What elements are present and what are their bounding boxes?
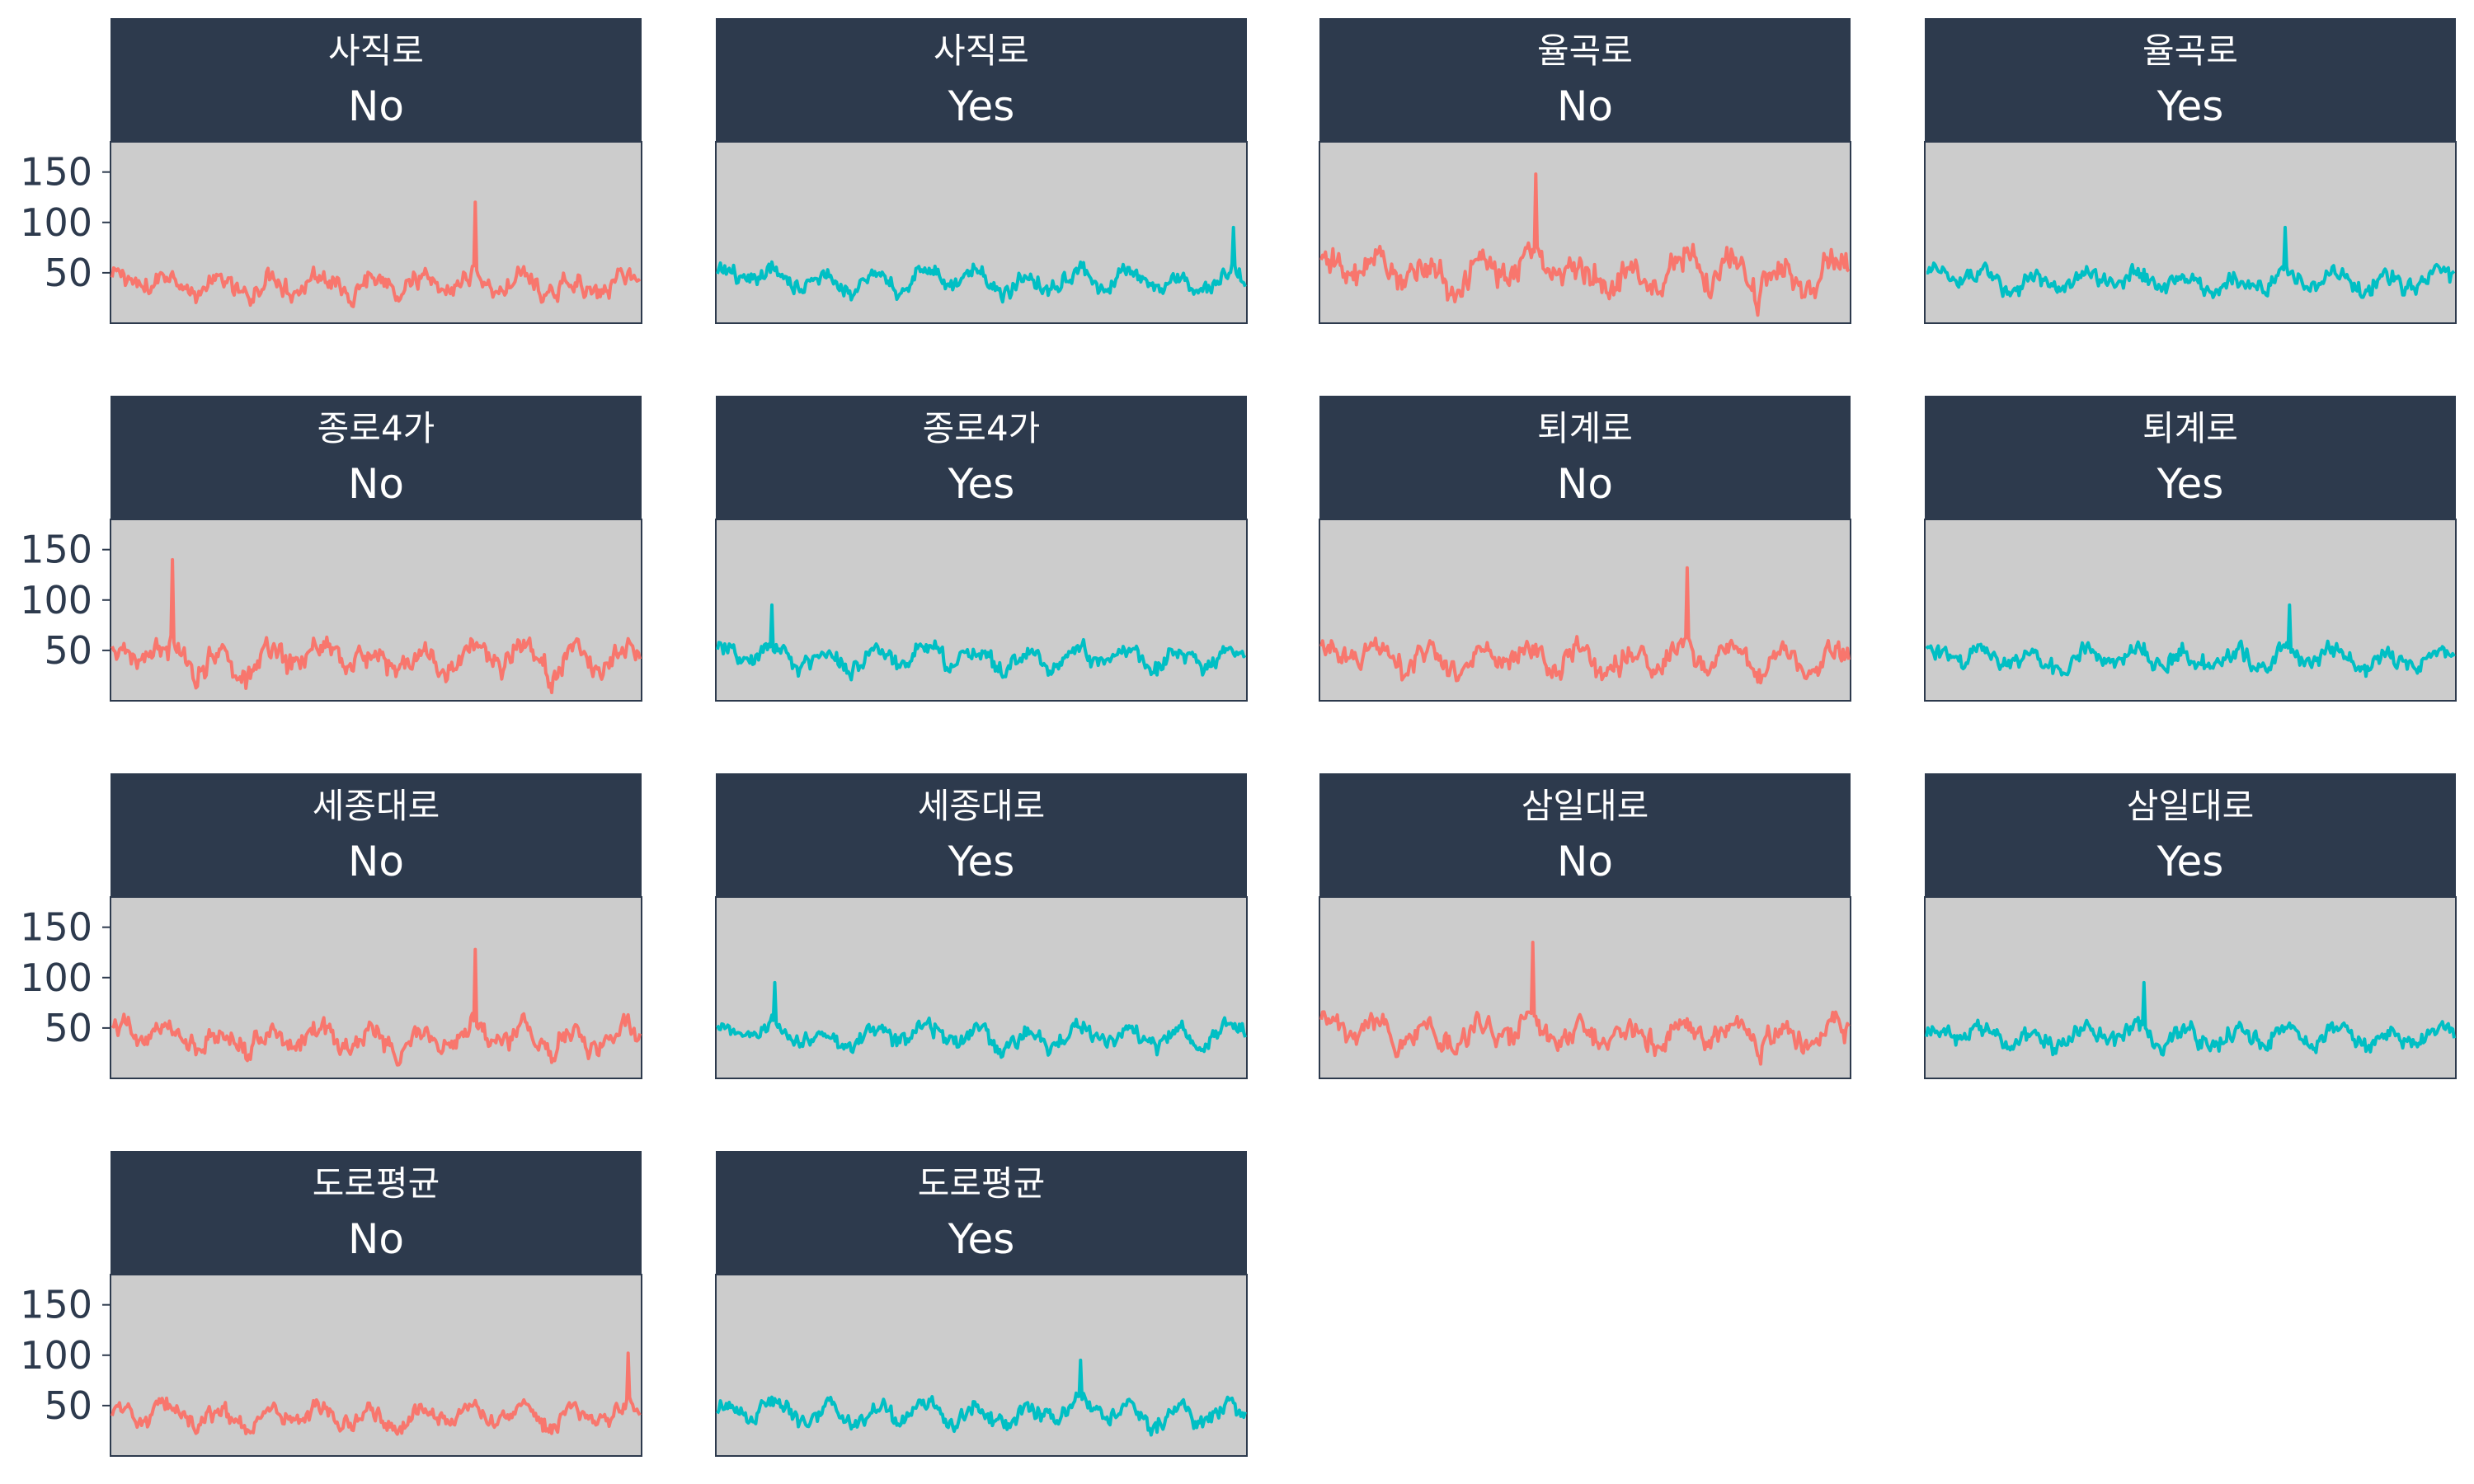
series-line-yes <box>1926 225 2456 299</box>
panel-background <box>1319 141 1851 324</box>
y-tick-label: 100 <box>20 200 92 245</box>
facet-road-label: 도로평균 <box>917 1163 1046 1204</box>
facet-strip: 삼일대로 Yes <box>1925 773 2456 897</box>
y-tick-label: 50 <box>44 1383 92 1428</box>
series-line-yes <box>1925 980 2456 1057</box>
series-line-no <box>111 1351 642 1436</box>
facet-status-label: Yes <box>948 838 1015 885</box>
facet-road-label: 삼일대로 <box>2126 786 2255 826</box>
facet-status-label: No <box>348 838 404 885</box>
series-line-no <box>1319 566 1851 685</box>
y-tick-label: 50 <box>44 628 92 673</box>
facet-road-label: 율곡로 <box>1537 31 1633 71</box>
series-line-no <box>111 200 642 308</box>
panel-background <box>715 1274 1248 1457</box>
panel-background <box>110 1274 642 1457</box>
facet-road-label: 퇴계로 <box>1537 408 1633 448</box>
facet-strip: 종로4가 No <box>111 396 642 519</box>
series-line-no <box>111 557 642 694</box>
facet-status-label: No <box>1557 82 1613 130</box>
facet-status-label: Yes <box>948 82 1015 130</box>
facet-strip: 율곡로 Yes <box>1925 18 2456 142</box>
panel-background <box>715 896 1248 1079</box>
facet-road-label: 세종대로 <box>917 786 1046 826</box>
panel-background <box>1924 896 2457 1079</box>
panel-background <box>1924 519 2457 702</box>
facet-strip: 퇴계로 Yes <box>1925 396 2456 519</box>
facet-road-label: 세종대로 <box>312 786 440 826</box>
facet-road-label: 율곡로 <box>2142 31 2238 71</box>
series-line-no <box>111 947 642 1067</box>
y-tick-label: 150 <box>20 905 92 950</box>
facet-status-label: No <box>1557 460 1613 508</box>
series-line-yes <box>716 980 1247 1059</box>
y-tick-label: 150 <box>20 150 92 195</box>
series-line-no <box>1319 941 1851 1066</box>
facet-strip: 사직로 Yes <box>716 18 1247 142</box>
facet-road-label: 종로4가 <box>317 408 435 448</box>
facet-road-label: 퇴계로 <box>2142 408 2238 448</box>
facet-strip: 사직로 No <box>111 18 642 142</box>
facet-road-label: 사직로 <box>934 31 1029 71</box>
series-line-yes <box>716 603 1247 682</box>
facet-status-label: No <box>348 82 404 130</box>
y-tick-label: 50 <box>44 251 92 295</box>
facet-strip: 도로평균 Yes <box>716 1151 1247 1275</box>
facet-road-label: 도로평균 <box>312 1163 440 1204</box>
facet-status-label: No <box>348 460 404 508</box>
facet-strip: 삼일대로 No <box>1319 773 1851 897</box>
facet-strip: 세종대로 Yes <box>716 773 1247 897</box>
y-tick-label: 100 <box>20 956 92 1000</box>
facet-status-label: Yes <box>2157 460 2224 508</box>
series-line-no <box>1319 172 1851 317</box>
facet-status-label: Yes <box>2157 838 2224 885</box>
panel-background <box>110 896 642 1079</box>
facet-status-label: No <box>348 1215 404 1263</box>
facet-road-label: 삼일대로 <box>1521 786 1649 826</box>
facet-road-label: 사직로 <box>328 31 424 71</box>
facet-status-label: No <box>1557 838 1613 885</box>
series-line-yes <box>716 1358 1247 1437</box>
y-tick-label: 150 <box>20 1283 92 1327</box>
facet-strip: 종로4가 Yes <box>716 396 1247 519</box>
facet-strip: 도로평균 No <box>111 1151 642 1275</box>
facet-status-label: Yes <box>948 460 1015 508</box>
facet-road-label: 종로4가 <box>922 408 1041 448</box>
y-tick-label: 50 <box>44 1006 92 1050</box>
panel-background <box>715 141 1248 324</box>
facet-strip: 퇴계로 No <box>1319 396 1851 519</box>
facet-strip: 율곡로 No <box>1319 18 1851 142</box>
series-line-yes <box>1925 603 2456 679</box>
panel-background <box>715 519 1248 702</box>
y-tick-label: 100 <box>20 578 92 622</box>
y-tick-label: 150 <box>20 528 92 572</box>
facet-strip: 세종대로 No <box>111 773 642 897</box>
y-tick-label: 100 <box>20 1333 92 1378</box>
facet-status-label: Yes <box>2157 82 2224 130</box>
facet-status-label: Yes <box>948 1215 1015 1263</box>
panel-background <box>1319 519 1851 702</box>
series-line-yes <box>716 225 1247 304</box>
